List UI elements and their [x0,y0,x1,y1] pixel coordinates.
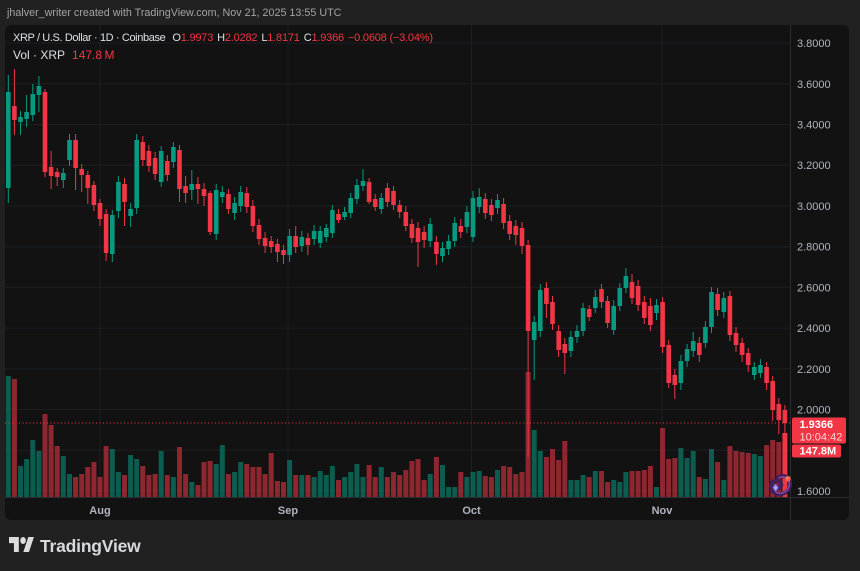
svg-text:2.0000: 2.0000 [797,405,831,417]
svg-text:2.2000: 2.2000 [797,364,831,376]
svg-text:10:04:42: 10:04:42 [800,432,843,444]
svg-text:Aug: Aug [89,505,110,517]
svg-text:2.6000: 2.6000 [797,282,831,294]
svg-text:1.9366: 1.9366 [800,419,834,431]
svg-text:Oct: Oct [462,505,481,517]
svg-text:3.2000: 3.2000 [797,160,831,172]
svg-text:Sep: Sep [278,505,298,517]
svg-text:147.8M: 147.8M [800,446,837,458]
svg-text:3.4000: 3.4000 [797,120,831,132]
svg-text:2.4000: 2.4000 [797,323,831,335]
svg-text:3.6000: 3.6000 [797,79,831,91]
svg-text:Nov: Nov [652,505,674,517]
svg-text:1.6000: 1.6000 [797,486,831,498]
svg-text:3.8000: 3.8000 [797,38,831,50]
svg-text:2.8000: 2.8000 [797,242,831,254]
svg-text:3.0000: 3.0000 [797,201,831,213]
